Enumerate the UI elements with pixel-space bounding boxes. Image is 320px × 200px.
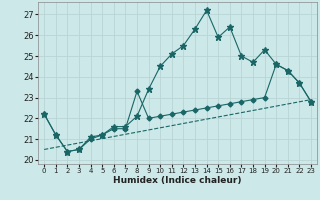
X-axis label: Humidex (Indice chaleur): Humidex (Indice chaleur) (113, 176, 242, 185)
